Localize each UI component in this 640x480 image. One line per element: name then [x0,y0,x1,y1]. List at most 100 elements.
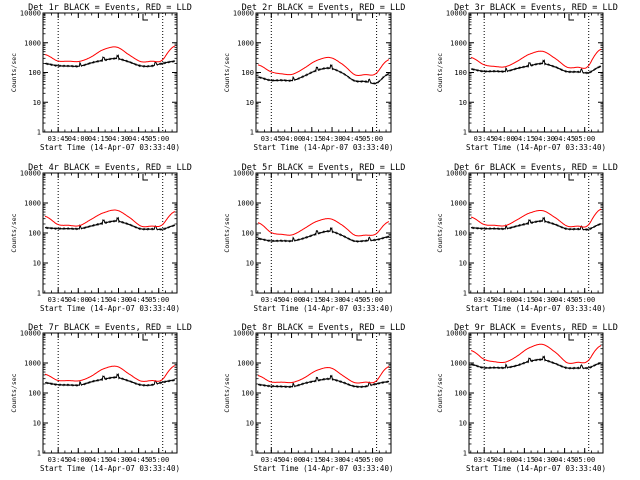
y-tick-label: 10000 [233,330,254,338]
y-tick-label: 10000 [233,10,254,18]
series-lld-line [44,45,176,63]
overflow-marker [356,334,362,341]
x-tick-label: 03:45 [474,296,495,304]
x-tick-label: 04:45 [554,135,575,143]
y-axis-label: Counts/sec [223,213,231,252]
x-axis-label: Start Time (14-Apr-07 03:33:40) [40,304,180,313]
x-axis-label: Start Time (14-Apr-07 03:33:40) [40,464,180,473]
x-tick-label: 05:00 [574,135,595,143]
y-axis-label: Counts/sec [10,213,18,252]
x-tick-label: 05:00 [574,456,595,464]
y-tick-label: 1 [463,290,467,298]
y-tick-label: 10000 [446,170,467,178]
y-tick-label: 10000 [446,330,467,338]
overflow-marker [142,334,148,341]
chart-title: Det 8r BLACK = Events, RED = LLD [242,323,406,333]
y-tick-label: 100 [454,390,467,398]
x-tick-label: 04:30 [534,456,555,464]
plot-frame [255,172,392,294]
x-tick-label: 04:00 [281,135,302,143]
plot-frame [255,12,392,133]
series-events-line [44,216,176,231]
x-tick-label: 04:30 [108,135,129,143]
y-axis-label: Counts/sec [223,53,231,92]
y-tick-label: 10 [246,99,254,107]
plot-frame [468,332,604,454]
series-events-line [257,374,390,389]
x-tick-label: 03:45 [474,135,495,143]
x-tick-label: 05:00 [574,296,595,304]
x-tick-label: 04:45 [342,456,363,464]
x-tick-label: 04:15 [88,456,109,464]
y-axis-label: Counts/sec [436,53,444,92]
y-tick-label: 100 [28,69,41,77]
overflow-marker [568,174,574,181]
chart-panel-2: Det 2r BLACK = Events, RED = LLD 1 10 100 10… [223,3,405,152]
chart-panel-6: Det 6r BLACK = Events, RED = LLD 1 10 100 10… [436,163,618,313]
plot-frame [468,172,604,294]
y-tick-label: 100 [28,230,41,238]
y-tick-label: 1000 [450,200,467,208]
y-tick-label: 1 [250,450,254,458]
x-tick-label: 05:00 [148,135,169,143]
x-tick-label: 03:45 [48,135,69,143]
x-tick-label: 04:00 [494,135,515,143]
x-tick-label: 04:15 [514,456,535,464]
x-axis-label: Start Time (14-Apr-07 03:33:40) [254,304,394,313]
chart-title: Det 2r BLACK = Events, RED = LLD [242,3,406,13]
chart-panel-8: Det 8r BLACK = Events, RED = LLD 1 10 100 10… [223,323,405,473]
x-tick-label: 05:00 [148,456,169,464]
series-events-line [470,216,602,232]
y-tick-label: 10 [459,260,467,268]
chart-title: Det 7r BLACK = Events, RED = LLD [28,323,192,333]
x-tick-label: 05:00 [148,296,169,304]
x-tick-label: 04:45 [342,135,363,143]
y-tick-label: 10000 [446,10,467,18]
y-tick-label: 1000 [24,360,41,368]
series-lld-line [257,218,390,237]
y-tick-label: 1 [250,129,254,137]
y-axis-label: Counts/sec [223,373,231,412]
x-tick-label: 04:30 [534,296,555,304]
y-axis-label: Counts/sec [10,373,18,412]
chart-panel-3: Det 3r BLACK = Events, RED = LLD 1 10 100 10… [436,3,618,152]
y-tick-label: 1000 [237,39,254,47]
x-tick-label: 04:15 [301,456,322,464]
y-tick-label: 1 [37,450,41,458]
chart-title: Det 4r BLACK = Events, RED = LLD [28,163,192,173]
chart-title: Det 9r BLACK = Events, RED = LLD [454,323,618,333]
x-tick-label: 04:00 [281,296,302,304]
x-tick-label: 04:30 [534,135,555,143]
x-tick-label: 04:00 [68,296,89,304]
x-tick-label: 04:15 [514,296,535,304]
series-lld-line [257,366,390,384]
chart-panel-9: Det 9r BLACK = Events, RED = LLD 1 10 100 10… [436,323,618,473]
x-tick-label: 03:45 [474,456,495,464]
chart-panel-4: Det 4r BLACK = Events, RED = LLD 1 10 100 10… [10,163,192,313]
chart-panel-1: Det 1r BLACK = Events, RED = LLD 1 10 100 10… [10,3,192,152]
x-tick-label: 03:45 [48,296,69,304]
series-events-line [257,64,390,85]
x-tick-label: 04:30 [108,296,129,304]
y-tick-label: 100 [241,69,254,77]
x-tick-label: 04:30 [322,135,343,143]
chart-title: Det 6r BLACK = Events, RED = LLD [454,163,618,173]
x-axis-label: Start Time (14-Apr-07 03:33:40) [254,464,394,473]
x-tick-label: 04:15 [88,135,109,143]
y-tick-label: 1000 [237,360,254,368]
x-tick-label: 04:45 [128,135,149,143]
series-events-line [470,355,602,370]
overflow-marker [568,334,574,341]
y-axis-label: Counts/sec [436,373,444,412]
x-axis-label: Start Time (14-Apr-07 03:33:40) [466,464,606,473]
y-tick-label: 10 [33,420,41,428]
x-axis-label: Start Time (14-Apr-07 03:33:40) [254,143,394,152]
x-tick-label: 05:00 [362,135,383,143]
x-tick-label: 03:45 [261,456,282,464]
x-tick-label: 04:00 [281,456,302,464]
y-tick-label: 1000 [24,39,41,47]
series-lld-line [44,365,176,382]
overflow-marker [142,174,148,181]
y-tick-label: 10 [33,260,41,268]
